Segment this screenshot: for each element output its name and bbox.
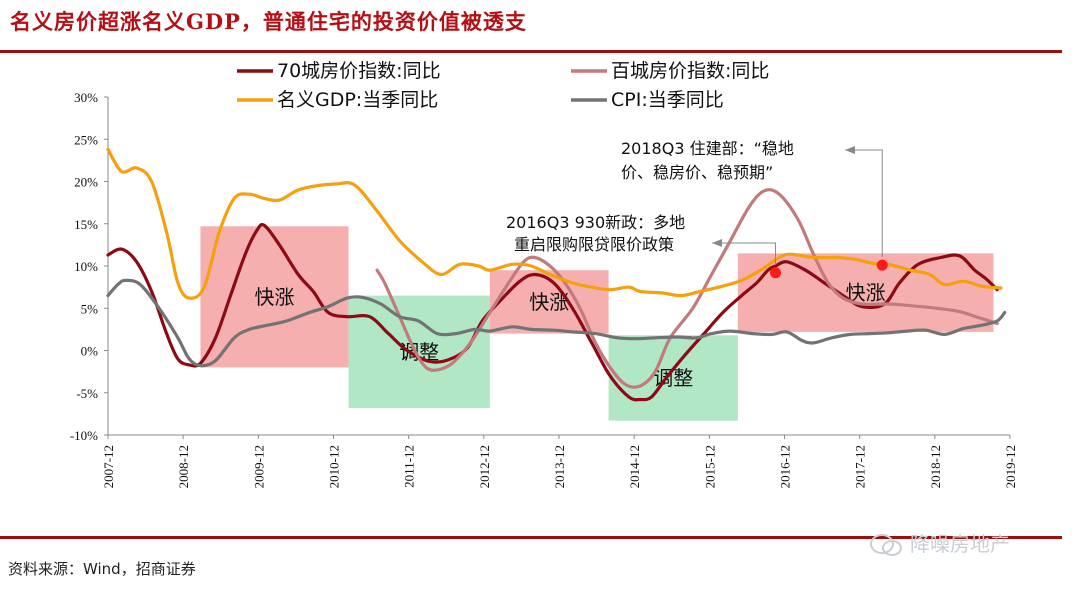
arrow-head xyxy=(712,239,722,247)
x-tick-label: 2017-12 xyxy=(853,445,868,488)
annotation-line: 2018Q3 住建部：“稳地 xyxy=(621,139,794,158)
region-box xyxy=(737,253,994,332)
y-tick-label: 10% xyxy=(74,259,98,274)
region-box xyxy=(200,226,349,368)
annotation-arrow xyxy=(845,149,883,258)
x-tick-label: 2015-12 xyxy=(702,445,717,488)
annotation-arrow xyxy=(712,242,776,265)
y-tick-label: -10% xyxy=(70,428,98,443)
series-layer xyxy=(106,147,1007,402)
legend-label: 百城房价指数:同比 xyxy=(611,60,769,82)
wechat-icon xyxy=(870,534,902,556)
axes-layer: -10% -5% 0% 5% 10% 15% 20% 25% 30% 2007-12 2008-12… xyxy=(70,90,1018,488)
page-title: 名义房价超涨名义GDP，普通住宅的投资价值被透支 xyxy=(10,9,527,34)
legend-label: 名义GDP:当季同比 xyxy=(277,89,438,111)
region-label: 快涨 xyxy=(254,285,294,309)
x-tick-label: 2011-12 xyxy=(402,445,417,488)
source-note: 资料来源：Wind，招商证券 xyxy=(8,560,196,578)
x-tick-label: 2016-12 xyxy=(778,445,793,488)
event-marker xyxy=(769,267,781,279)
watermark: 降噪房地产 xyxy=(910,532,1010,556)
y-tick-label: 25% xyxy=(74,132,98,147)
x-tick-label: 2019-12 xyxy=(1003,445,1018,488)
annotation-line: 2016Q3 930新政：多地 xyxy=(506,213,685,232)
x-tick-label: 2014-12 xyxy=(627,445,642,488)
markers-layer xyxy=(769,259,888,279)
annotation-line: 价、稳房价、稳预期” xyxy=(621,163,773,182)
y-tick-label: 0% xyxy=(81,344,99,359)
footer-divider xyxy=(0,536,1062,539)
region-box xyxy=(608,335,738,421)
series-line-0 xyxy=(106,222,999,402)
event-marker xyxy=(876,259,888,271)
series-line-3 xyxy=(106,278,1007,368)
x-tick-label: 2018-12 xyxy=(928,445,943,488)
annotation-line: 重启限购限贷限价政策 xyxy=(514,235,674,254)
x-tick-label: 2013-12 xyxy=(552,445,567,488)
x-tick-label: 2007-12 xyxy=(101,445,116,488)
y-tick-label: 20% xyxy=(74,175,98,190)
x-tick-label: 2009-12 xyxy=(251,445,266,488)
y-tick-label: 5% xyxy=(81,301,99,316)
x-tick-label: 2010-12 xyxy=(327,445,342,488)
x-tick-label: 2008-12 xyxy=(176,445,191,488)
title-divider xyxy=(0,50,1062,53)
y-tick-label: 15% xyxy=(74,217,98,232)
series-line-2 xyxy=(106,147,1003,300)
region-box xyxy=(348,295,490,408)
x-tick-label: 2012-12 xyxy=(477,445,492,488)
legend-label: 70城房价指数:同比 xyxy=(277,60,441,82)
series-line-1 xyxy=(375,188,999,389)
y-tick-label: -5% xyxy=(76,386,98,401)
y-tick-label: 30% xyxy=(74,90,98,105)
legend-label: CPI:当季同比 xyxy=(611,89,724,111)
arrow-head xyxy=(845,146,855,154)
